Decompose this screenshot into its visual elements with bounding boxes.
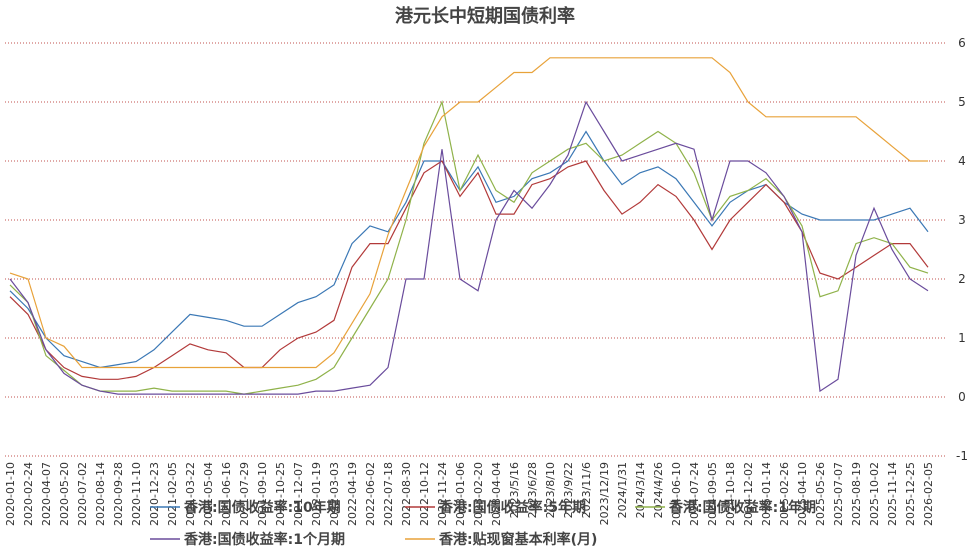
x-tick-label: 2020-05-20 [58,462,71,526]
x-tick-label: 2021-07-29 [238,462,251,526]
x-tick-label: 2023/11/6 [580,462,593,518]
x-tick-label: 2021-06-16 [220,462,233,526]
x-tick-label: 2023-01-06 [454,462,467,526]
x-tick-label: 2021-09-10 [256,462,269,526]
x-tick-label: 2023/5/16 [508,462,521,518]
legend-label: 香港:贴现窗基本利率(月) [438,531,597,548]
series-line [9,100,929,395]
x-tick-label: 2022-04-19 [346,462,359,526]
x-tick-label: 2025-02-26 [778,462,791,526]
x-tick-label: 2025-07-07 [832,462,845,526]
x-tick-label: 2023-04-04 [490,462,503,526]
x-tick-label: 2023/9/22 [562,462,575,518]
x-tick-label: 2021-02-05 [166,462,179,526]
x-tick-label: 2024/3/14 [634,462,647,518]
x-tick-label: 2025-05-26 [814,462,827,526]
chart-title: 港元长中短期国债利率 [395,5,575,27]
x-tick-label: 2022-11-24 [436,462,449,526]
x-tick-label: 2020-11-10 [130,462,143,526]
x-tick-label: 2021-12-07 [292,462,305,526]
x-tick-label: 2023-02-20 [472,462,485,526]
x-tick-label: 2020-09-28 [112,462,125,526]
y-tick-label: 3 [958,213,966,227]
x-tick-label: 2024-12-02 [742,462,755,526]
x-tick-label: 2020-07-02 [76,462,89,526]
x-tick-label: 2024/4/26 [652,462,665,518]
x-tick-label: 2024-06-10 [670,462,683,526]
x-tick-label: 2020-12-23 [148,462,161,526]
y-tick-label: 5 [958,95,966,109]
series-line [9,100,929,395]
y-tick-label: 6 [958,36,966,50]
y-tick-label: -1 [956,449,968,463]
x-tick-label: 2024-09-05 [706,462,719,526]
x-tick-label: 2021-03-22 [184,462,197,526]
x-tick-label: 2022-01-19 [310,462,323,526]
y-tick-label: 0 [958,390,966,404]
x-tick-label: 2023/12/19 [598,462,611,525]
x-tick-label: 2025-12-25 [904,462,917,526]
x-tick-label: 2025-08-19 [850,462,863,526]
x-tick-label: 2025-10-02 [868,462,881,526]
series-line [9,160,929,380]
x-tick-label: 2024/1/31 [616,462,629,518]
x-tick-label: 2022-10-12 [418,462,431,526]
legend-label: 香港:国债收益率:1个月期 [183,531,345,548]
x-tick-label: 2024-10-18 [724,462,737,526]
x-tick-label: 2022-08-30 [400,462,413,526]
legend-label: 香港:国债收益率:10年期 [183,499,341,516]
series-line [9,130,929,369]
x-tick-label: 2022-06-02 [364,462,377,526]
x-tick-label: 2022-07-18 [382,462,395,526]
x-tick-label: 2025-04-10 [796,462,809,526]
x-tick-label: 2023/6/28 [526,462,539,518]
y-tick-label: 2 [958,272,966,286]
x-tick-label: 2022-03-03 [328,462,341,526]
series-line [9,57,928,369]
x-tick-label: 2025-11-14 [886,462,899,526]
y-tick-label: 1 [958,331,966,345]
x-tick-label: 2020-08-14 [94,462,107,526]
x-tick-label: 2021-05-04 [202,462,215,526]
y-tick-label: 4 [958,154,966,168]
x-tick-label: 2020-01-10 [4,462,17,526]
x-tick-label: 2021-10-25 [274,462,287,526]
legend-label: 香港:国债收益率:1年期 [668,499,816,516]
x-tick-label: 2024-07-24 [688,462,701,526]
x-tick-label: 2025-01-14 [760,462,773,526]
x-tick-label: 2020-04-07 [40,462,53,526]
x-tick-label: 2026-02-05 [922,462,935,526]
x-tick-label: 2020-02-24 [22,462,35,526]
legend-label: 香港:国债收益率:5年期 [438,499,586,516]
x-tick-label: 2023/8/10 [544,462,557,518]
